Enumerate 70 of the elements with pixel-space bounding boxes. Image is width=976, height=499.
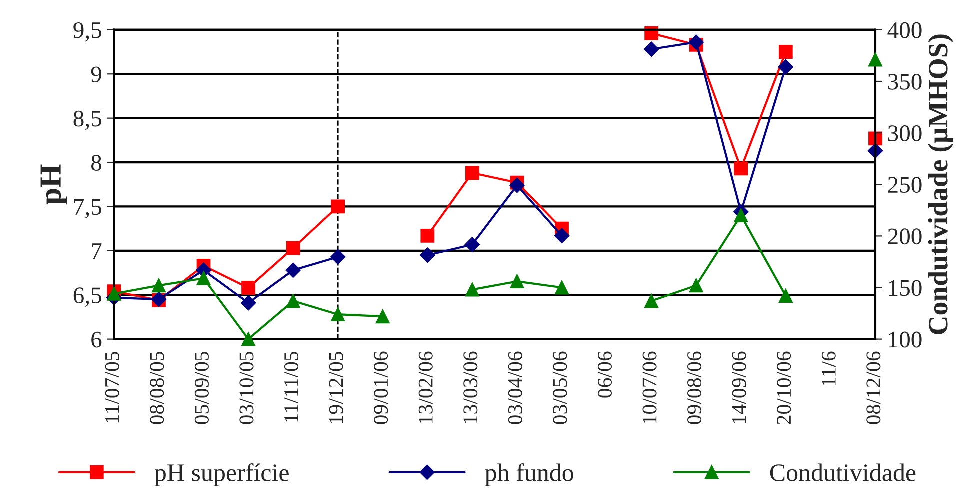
- point: [465, 166, 480, 180]
- point: [242, 332, 256, 346]
- point: [107, 287, 122, 301]
- y-tick-label: 9,5: [74, 22, 102, 42]
- x-tick-label: 13/03/06: [464, 352, 478, 424]
- x-tick-label: 11/6: [822, 352, 836, 386]
- y2-tick-label: 300: [888, 126, 922, 142]
- point: [510, 178, 525, 194]
- point: [331, 308, 346, 322]
- y-tick-label: 7: [92, 244, 102, 260]
- y2-tick-label: 150: [889, 280, 922, 296]
- x-tick-label: 11/07/05: [105, 352, 120, 423]
- x-tick-label: 06/06: [598, 352, 612, 398]
- y2-tick-label: 350: [888, 74, 922, 90]
- point: [420, 228, 435, 243]
- point: [868, 52, 882, 67]
- point: [644, 42, 660, 57]
- x-tick-label: 09/01/06: [374, 352, 388, 424]
- x-tick-label: 10/07/06: [642, 352, 657, 424]
- x-tick-label: 03/10/05: [240, 352, 254, 424]
- point: [420, 248, 436, 263]
- y2-tick-label: 400: [888, 22, 922, 38]
- x-tick-label: 08/12/06: [866, 352, 881, 424]
- point: [778, 59, 794, 75]
- x-tick-label: 14/09/06: [732, 352, 746, 424]
- y2-tick-label: 100: [889, 332, 922, 348]
- point: [196, 272, 211, 286]
- point: [734, 208, 748, 223]
- x-tick-label: 08/08/05: [150, 352, 164, 424]
- point: [286, 241, 300, 256]
- y-tick-label: 8,5: [74, 110, 102, 130]
- y-tick-label: 8: [91, 155, 102, 171]
- y-tick-label: 6,5: [74, 288, 102, 307]
- point: [465, 282, 480, 297]
- y-tick-label: 7,5: [74, 199, 102, 219]
- point: [688, 34, 704, 50]
- y-axis-title: pH: [40, 164, 68, 205]
- legend-label: ph fundo: [485, 464, 574, 486]
- point: [510, 274, 524, 289]
- point: [555, 280, 569, 295]
- point: [644, 294, 659, 308]
- x-tick-label: 19/12/05: [329, 352, 344, 424]
- point: [286, 294, 300, 308]
- point: [152, 278, 166, 293]
- point: [286, 262, 301, 278]
- x-tick-label: 09/08/06: [688, 352, 702, 424]
- x-tick-label: 03/05/06: [553, 352, 568, 424]
- point: [330, 250, 346, 265]
- y2-axis-title: Condutividade (µMHOS): [928, 34, 954, 334]
- point: [734, 162, 748, 176]
- x-tick-label: 11/11/05: [284, 352, 299, 422]
- y2-tick-label: 200: [888, 228, 922, 245]
- point: [240, 296, 256, 311]
- point: [242, 281, 256, 295]
- y-tick-label: 6: [92, 332, 102, 348]
- point: [376, 310, 390, 324]
- legend-label: Condutividade: [770, 464, 916, 482]
- point: [689, 278, 704, 293]
- y-tick-label: 9: [91, 66, 102, 83]
- point: [464, 237, 480, 252]
- x-tick-label: 03/04/06: [508, 352, 522, 424]
- legend-label: pH superfície: [154, 464, 289, 486]
- point: [331, 200, 346, 214]
- y2-tick-label: 250: [888, 177, 922, 194]
- x-tick-label: 13/02/06: [418, 352, 433, 424]
- x-tick-label: 05/09/05: [194, 352, 209, 424]
- point: [778, 45, 793, 59]
- x-tick-label: 20/10/06: [777, 352, 792, 424]
- point: [554, 228, 570, 244]
- point: [778, 289, 793, 303]
